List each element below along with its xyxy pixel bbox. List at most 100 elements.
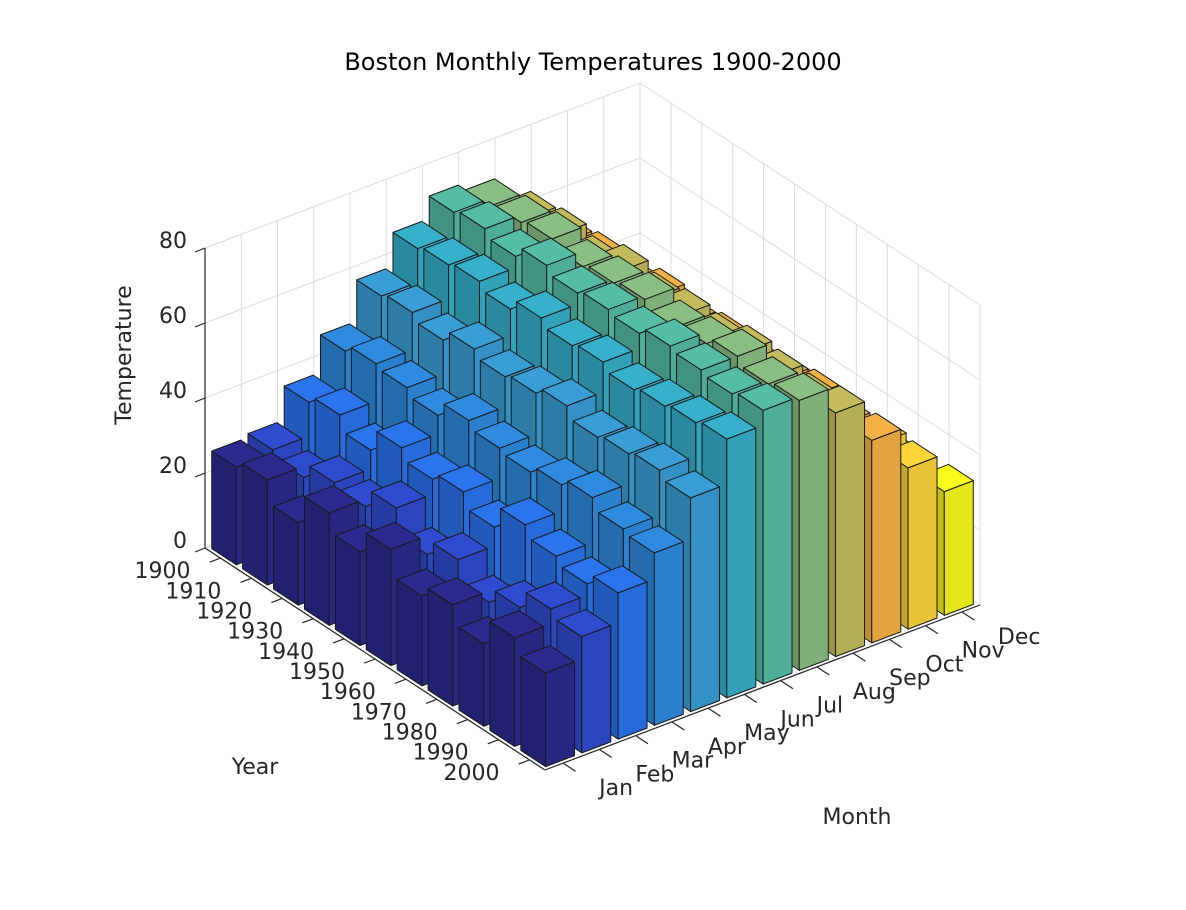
tick-mark xyxy=(240,577,252,583)
bar-face xyxy=(665,470,721,499)
bar-face xyxy=(634,442,690,471)
bar-face xyxy=(387,284,442,313)
bar-face xyxy=(303,485,359,514)
bar-face xyxy=(526,211,582,240)
bar-face xyxy=(639,378,695,407)
bar-face xyxy=(737,382,793,411)
x-tick-label: Jul xyxy=(815,694,844,719)
x-tick-label: Dec xyxy=(998,625,1041,650)
tick-mark xyxy=(518,759,530,765)
tick-mark xyxy=(816,666,830,676)
z-tick-label: 60 xyxy=(159,304,187,329)
tick-mark xyxy=(780,680,794,690)
bar-face xyxy=(438,464,493,493)
bar-face xyxy=(619,271,675,300)
bar-face xyxy=(427,588,454,707)
y-tick-label: 1990 xyxy=(413,741,469,766)
bar-face xyxy=(629,525,684,554)
tick-mark xyxy=(194,322,206,328)
bar-face xyxy=(552,265,608,294)
bar-face xyxy=(516,290,571,319)
tick-mark xyxy=(302,618,314,624)
bar-face xyxy=(774,372,829,401)
y-axis-label: Year xyxy=(231,755,280,780)
tick-mark xyxy=(852,652,866,662)
tick-mark xyxy=(961,611,975,621)
bar-face xyxy=(459,201,515,230)
bar xyxy=(520,645,576,768)
bar-face xyxy=(211,450,237,566)
bar-face xyxy=(743,356,798,385)
x-tick-label: Mar xyxy=(672,749,714,774)
bar-face xyxy=(350,336,406,365)
tick-mark xyxy=(363,658,376,664)
bar-face xyxy=(577,334,633,363)
tick-mark xyxy=(744,693,758,703)
bar-face xyxy=(247,422,303,451)
grid-line xyxy=(639,232,981,456)
bar-face xyxy=(432,531,488,561)
y-tick-label: 1920 xyxy=(196,599,252,624)
y-tick-label: 1970 xyxy=(351,700,407,725)
bar-face xyxy=(712,328,767,357)
bar-face xyxy=(242,463,268,586)
x-tick-label: Feb xyxy=(635,762,674,787)
x-tick-label: Sep xyxy=(889,666,930,691)
bar-face xyxy=(381,360,437,389)
tick-mark xyxy=(635,735,649,745)
bar-face xyxy=(567,469,622,498)
tick-mark xyxy=(707,707,721,717)
bar-face xyxy=(474,420,530,449)
bar-face xyxy=(798,388,829,671)
bar-face xyxy=(371,480,426,509)
bar-face xyxy=(541,378,597,407)
tick-mark xyxy=(487,739,499,745)
grid-line xyxy=(639,82,981,306)
bar-face xyxy=(603,426,659,455)
bar-face xyxy=(443,392,499,422)
bar-face xyxy=(448,321,504,350)
x-tick-label: May xyxy=(744,721,789,746)
z-tick-label: 20 xyxy=(159,454,187,479)
grid-line xyxy=(639,157,981,381)
bar-face xyxy=(427,577,483,606)
bar-face xyxy=(454,253,510,282)
bar-face xyxy=(489,610,545,639)
bar-face xyxy=(706,366,762,395)
y-tick-label: 1960 xyxy=(320,680,376,705)
tick-mark xyxy=(925,625,939,635)
bar-face xyxy=(598,501,653,530)
x-tick-label: Nov xyxy=(962,639,1005,664)
bar-face xyxy=(675,342,731,371)
bar-face xyxy=(520,656,547,768)
bar-face xyxy=(581,625,612,754)
bar-face xyxy=(545,661,576,768)
bar-face xyxy=(701,411,757,440)
bar-face xyxy=(871,428,902,644)
bar-face xyxy=(588,255,644,284)
bar-face xyxy=(572,409,628,438)
bar-face xyxy=(334,535,361,647)
bar-face xyxy=(396,579,423,687)
bar-face xyxy=(907,456,938,630)
bar-face xyxy=(479,349,535,378)
x-tick-label: Jun xyxy=(778,707,814,732)
x-tick-label: Apr xyxy=(708,735,747,760)
bar-face xyxy=(356,268,411,297)
tick-mark xyxy=(209,557,221,563)
bar-face xyxy=(365,532,392,667)
z-tick-label: 40 xyxy=(159,379,187,404)
bar-face xyxy=(583,281,638,310)
bar-face xyxy=(489,621,516,747)
tick-mark xyxy=(889,638,903,648)
bar-face xyxy=(520,645,576,674)
tick-mark xyxy=(194,472,206,478)
y-tick-label: 1910 xyxy=(165,579,221,604)
tick-mark xyxy=(194,247,206,253)
y-tick-label: 1940 xyxy=(258,640,314,665)
bar-face xyxy=(525,581,581,610)
bar-face xyxy=(556,608,612,638)
bar-face xyxy=(428,184,484,213)
bar-face xyxy=(365,521,421,550)
bar-face xyxy=(273,506,299,606)
